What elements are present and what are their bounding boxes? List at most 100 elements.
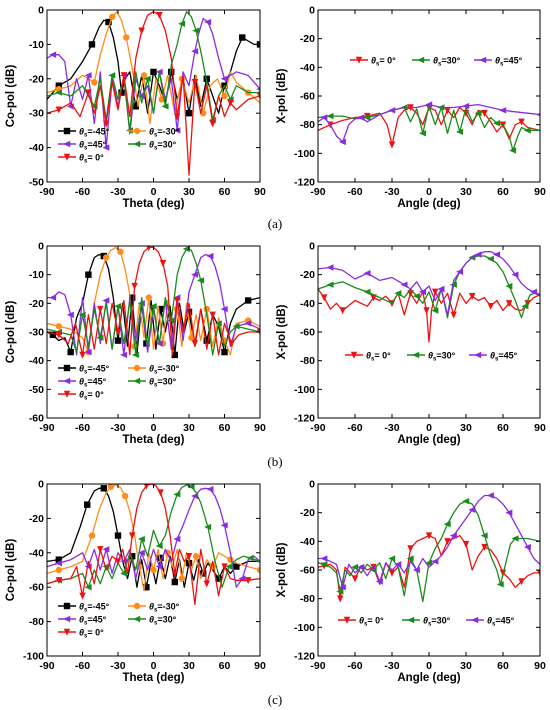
data-point <box>161 103 169 110</box>
x-tick-label: -90 <box>39 660 54 672</box>
x-tick-label: 0 <box>151 186 157 198</box>
legend-label: θs=45° <box>79 615 107 627</box>
y-tick-label: -100 <box>294 148 315 160</box>
x-tick-label: -30 <box>110 186 125 198</box>
y-tick-label: -20 <box>29 513 44 525</box>
y-tick-label: -20 <box>300 33 315 45</box>
data-point <box>351 575 359 583</box>
data-point <box>486 492 494 499</box>
data-point <box>84 501 91 508</box>
legend-label: θs=30° <box>428 351 456 363</box>
data-point <box>129 532 136 540</box>
data-point <box>138 27 145 35</box>
y-tick-label: -20 <box>300 269 315 281</box>
data-point <box>518 118 525 126</box>
data-point <box>96 334 104 341</box>
data-point <box>55 82 63 89</box>
legend-label: θs=45° <box>490 351 518 363</box>
data-point <box>84 72 92 79</box>
data-point <box>431 558 439 565</box>
data-point <box>131 282 138 290</box>
y-tick-label: -80 <box>300 593 315 605</box>
data-point <box>215 575 222 582</box>
data-point <box>197 277 205 284</box>
y-tick-label: -20 <box>29 73 44 85</box>
data-point <box>256 87 260 91</box>
data-point <box>55 559 63 567</box>
data-point <box>150 566 157 574</box>
y-tick-label: 0 <box>309 5 315 17</box>
data-point <box>84 348 92 356</box>
plot-frame <box>317 9 541 183</box>
data-point <box>388 141 396 149</box>
data-point <box>474 251 482 258</box>
chart-a-copol: -90 -60 -30 0 30 60 90 0 -10 -20 -30 -40 -50 Theta (d… <box>5 5 266 211</box>
series-green <box>318 104 540 154</box>
x-tick-label: 60 <box>219 186 231 198</box>
data-point <box>159 260 167 267</box>
y-tick-label: -40 <box>300 62 315 74</box>
data-point <box>145 294 152 301</box>
data-point <box>444 107 451 115</box>
data-point <box>523 543 531 551</box>
data-point <box>55 89 63 96</box>
data-point <box>256 566 260 574</box>
y-tick-label: -40 <box>300 298 315 310</box>
y-tick-label: -50 <box>29 177 44 189</box>
data-point <box>55 106 63 114</box>
data-point <box>137 549 145 556</box>
data-point <box>444 538 451 546</box>
legend-marker <box>474 351 482 359</box>
data-point <box>509 147 517 154</box>
data-point <box>191 79 199 87</box>
data-point <box>425 559 433 567</box>
legend-marker <box>63 140 71 148</box>
series-purple <box>318 101 540 146</box>
data-point <box>419 130 427 137</box>
y-axis-label: Co-pol (dB) <box>5 301 17 364</box>
legend-label: θs=-30° <box>149 364 180 376</box>
data-point <box>326 112 334 120</box>
data-point <box>143 584 150 591</box>
series-line <box>318 251 540 316</box>
x-tick-label: -30 <box>384 186 399 198</box>
data-point <box>214 320 222 327</box>
y-tick-label: -120 <box>294 177 315 189</box>
data-point <box>206 485 214 493</box>
data-point <box>487 303 494 310</box>
x-tick-label: 30 <box>183 660 195 672</box>
data-point <box>102 144 110 151</box>
data-point <box>84 584 92 591</box>
data-point <box>437 285 445 293</box>
legend: θs=-45° θs=-30° θs=45° θs=30° θs= 0° <box>58 127 180 165</box>
data-point <box>505 282 513 290</box>
data-point <box>521 303 529 310</box>
chart-c-xpol: -90 -60 -30 0 30 60 90 0 -20 -40 -60 -80 -100 -120 Ang… <box>276 479 546 685</box>
data-point <box>233 563 240 570</box>
data-point <box>108 72 116 79</box>
data-point <box>146 246 152 252</box>
series-red <box>47 11 260 176</box>
x-tick-label: 0 <box>426 422 432 434</box>
x-tick-label: 60 <box>497 660 509 672</box>
data-point <box>486 255 494 263</box>
x-tick-label: 30 <box>183 186 195 198</box>
data-point <box>221 348 228 356</box>
x-tick-label: 0 <box>426 186 432 198</box>
y-tick-label: -60 <box>300 565 315 577</box>
y-tick-label: -80 <box>29 616 44 628</box>
data-point <box>232 323 240 330</box>
data-point <box>388 107 396 114</box>
data-point <box>91 79 98 86</box>
data-point <box>120 351 128 359</box>
data-point <box>173 491 181 498</box>
x-tick-label: 90 <box>254 660 266 672</box>
legend-marker <box>63 628 71 636</box>
data-point <box>187 484 195 490</box>
data-point <box>337 595 344 603</box>
data-point <box>431 288 439 296</box>
data-point <box>150 68 157 76</box>
x-tick-label: -30 <box>110 422 125 434</box>
y-tick-label: -40 <box>29 355 44 367</box>
